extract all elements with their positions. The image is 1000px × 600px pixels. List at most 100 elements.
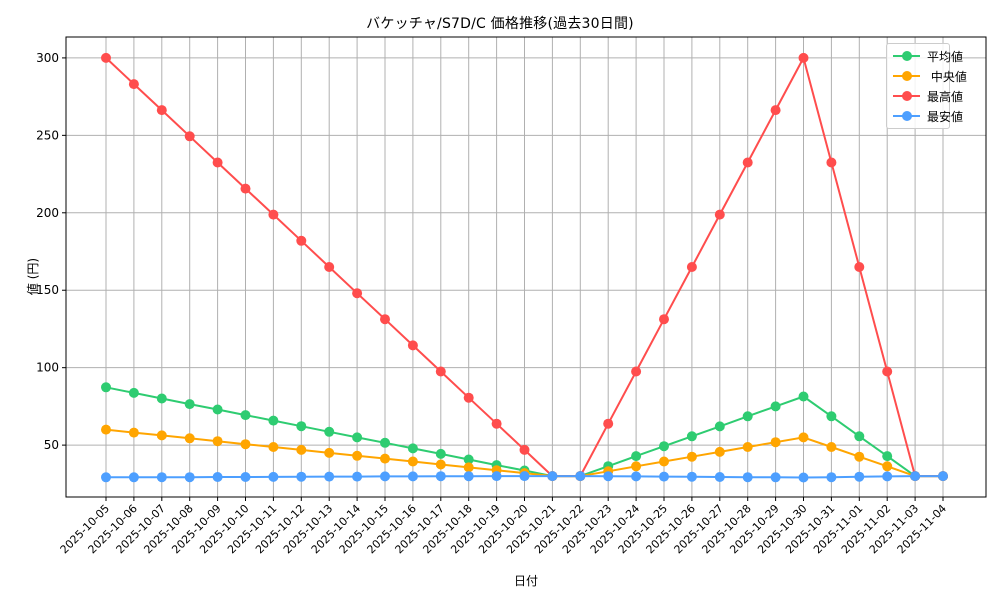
- x-axis-label: 日付: [513, 574, 538, 588]
- data-point: [491, 471, 502, 482]
- data-point: [798, 52, 809, 63]
- data-point: [491, 418, 502, 429]
- data-point: [854, 471, 865, 482]
- data-point: [352, 288, 363, 299]
- data-point: [435, 366, 446, 377]
- data-point: [407, 340, 418, 351]
- data-point: [240, 183, 251, 194]
- data-point: [463, 471, 474, 482]
- data-series: [101, 52, 948, 483]
- data-point: [659, 471, 669, 482]
- data-point: [854, 262, 865, 272]
- data-point: [407, 471, 418, 482]
- data-point: [380, 437, 390, 448]
- y-tick-label: 50: [44, 438, 59, 452]
- data-point: [435, 459, 446, 470]
- data-point: [882, 366, 893, 377]
- data-point: [798, 472, 809, 483]
- data-point: [659, 456, 669, 467]
- data-point: [352, 450, 363, 461]
- data-point: [380, 453, 390, 464]
- y-axis-ticks: 50 100 150 200 250 300: [36, 51, 66, 452]
- data-point: [352, 432, 363, 443]
- data-point: [212, 157, 223, 168]
- data-point: [631, 461, 642, 472]
- data-point: [128, 427, 139, 438]
- data-point: [686, 471, 697, 482]
- data-point: [240, 472, 251, 482]
- data-point: [882, 461, 893, 472]
- legend: 平均値 中央値 最高値 最安値: [886, 43, 967, 129]
- data-point: [156, 105, 167, 116]
- data-point: [156, 430, 167, 441]
- legend-label: 中央値: [927, 70, 967, 84]
- data-point: [770, 472, 781, 483]
- data-point: [296, 471, 307, 482]
- data-point: [826, 442, 837, 452]
- data-point: [435, 448, 446, 459]
- data-point: [324, 426, 335, 437]
- data-point: [575, 471, 586, 482]
- data-point: [910, 471, 921, 482]
- data-point: [742, 472, 753, 483]
- data-point: [268, 442, 279, 452]
- data-point: [212, 404, 223, 415]
- legend-marker-icon: [902, 91, 912, 101]
- data-point: [714, 472, 725, 482]
- data-point: [631, 366, 642, 377]
- data-point: [826, 157, 837, 168]
- data-point: [101, 52, 111, 63]
- data-point: [770, 105, 781, 116]
- data-point: [380, 471, 390, 482]
- y-tick-label: 300: [36, 51, 59, 65]
- data-point: [128, 472, 139, 483]
- data-point: [519, 444, 530, 455]
- data-point: [659, 441, 669, 452]
- data-point: [798, 432, 809, 443]
- data-point: [212, 472, 223, 482]
- data-point: [826, 472, 837, 483]
- data-point: [659, 314, 669, 325]
- data-point: [407, 456, 418, 467]
- data-point: [603, 418, 614, 429]
- data-point: [686, 451, 697, 462]
- data-point: [463, 454, 474, 465]
- data-point: [101, 424, 111, 435]
- data-point: [296, 421, 307, 432]
- legend-marker-icon: [902, 51, 912, 61]
- data-point: [463, 462, 474, 473]
- data-point: [742, 442, 753, 452]
- legend-label: 最高値: [927, 90, 964, 104]
- data-point: [240, 439, 251, 450]
- data-point: [714, 421, 725, 432]
- data-point: [268, 471, 279, 482]
- data-point: [770, 401, 781, 412]
- data-point: [352, 471, 363, 482]
- data-point: [882, 471, 893, 482]
- y-tick-label: 250: [36, 128, 59, 142]
- axes-frame: [65, 36, 987, 498]
- data-point: [240, 410, 251, 421]
- x-axis-ticks: 2025-10-052025-10-062025-10-072025-10-08…: [58, 497, 949, 556]
- data-point: [631, 451, 642, 462]
- data-point: [296, 235, 307, 246]
- legend-marker-icon: [902, 71, 912, 81]
- data-point: [324, 262, 335, 272]
- legend-item-average: 平均値: [887, 46, 963, 66]
- data-point: [631, 471, 642, 482]
- legend-item-min: 最安値: [887, 106, 963, 126]
- legend-label: 平均値: [927, 50, 964, 64]
- data-point: [268, 415, 279, 426]
- legend-marker-icon: [902, 111, 912, 121]
- data-point: [184, 472, 195, 483]
- data-point: [435, 471, 446, 482]
- data-point: [714, 446, 725, 457]
- data-point: [854, 431, 865, 442]
- data-point: [547, 471, 558, 482]
- data-point: [380, 314, 390, 325]
- data-point: [686, 431, 697, 442]
- data-point: [798, 391, 809, 402]
- series-line: [101, 471, 948, 483]
